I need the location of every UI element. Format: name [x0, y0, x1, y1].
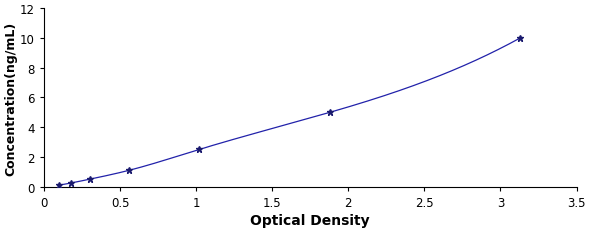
- Y-axis label: Concentration(ng/mL): Concentration(ng/mL): [4, 21, 17, 175]
- X-axis label: Optical Density: Optical Density: [251, 213, 370, 227]
